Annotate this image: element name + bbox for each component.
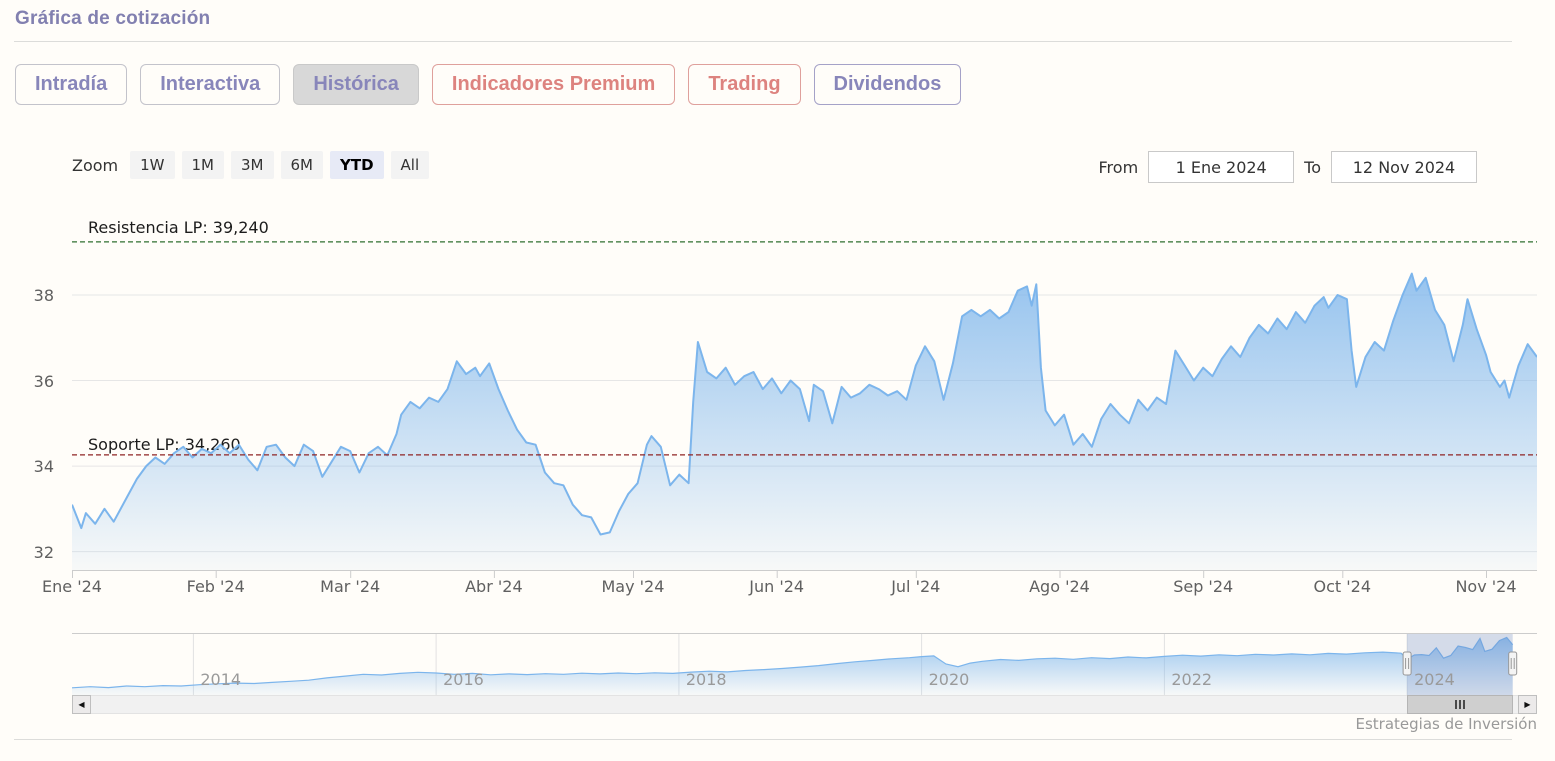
x-axis-label: Nov '24 — [1455, 577, 1517, 596]
scrollbar-track[interactable] — [72, 695, 1537, 714]
range-button-ytd[interactable]: YTD — [330, 151, 384, 179]
date-range-controls: From To — [1099, 151, 1477, 183]
scrollbar-right-arrow[interactable]: ▶ — [1518, 695, 1537, 714]
to-label: To — [1304, 157, 1321, 177]
navigator-year-label: 2014 — [200, 670, 242, 689]
navigator-year-label: 2024 — [1414, 670, 1455, 689]
navigator-chart[interactable] — [72, 633, 1537, 695]
zoom-range-buttons: 1W 1M 3M 6M YTD All — [130, 151, 436, 179]
x-axis-label: Sep '24 — [1173, 577, 1234, 596]
x-axis-label: Jul '24 — [891, 577, 941, 596]
title-divider — [14, 41, 1512, 42]
x-axis-label: Abr '24 — [465, 577, 523, 596]
x-axis-label: Jun '24 — [749, 577, 805, 596]
tab-trading[interactable]: Trading — [688, 64, 801, 105]
from-label: From — [1098, 157, 1139, 177]
x-axis-label: May '24 — [601, 577, 665, 596]
x-axis-label: Ago '24 — [1029, 577, 1090, 596]
branding-credit: Estrategias de Inversión — [1355, 715, 1538, 733]
range-button-3m[interactable]: 3M — [231, 151, 274, 179]
navigator-right-handle[interactable] — [1508, 651, 1518, 676]
navigator-year-label: 2016 — [443, 670, 484, 689]
range-button-6m[interactable]: 6M — [280, 151, 323, 179]
scrollbar-left-arrow[interactable]: ◀ — [72, 695, 91, 714]
x-axis-label: Oct '24 — [1313, 577, 1372, 596]
y-axis-label: 32 — [33, 542, 54, 562]
scrollbar-thumb[interactable] — [1407, 695, 1513, 714]
bottom-divider — [14, 739, 1512, 740]
price-area-chart[interactable] — [72, 200, 1537, 578]
chart-tabs: Intradía Interactiva Histórica Indicadores … — [15, 64, 962, 105]
resistance-label: Resistencia LP: 39,240 — [88, 218, 269, 237]
range-button-all[interactable]: All — [390, 151, 430, 179]
from-date-input[interactable] — [1148, 151, 1295, 183]
x-axis-label: Feb '24 — [186, 577, 245, 596]
y-axis-label: 34 — [33, 457, 54, 477]
zoom-label: Zoom — [72, 155, 119, 175]
tab-interactiva[interactable]: Interactiva — [140, 64, 281, 105]
range-button-1m[interactable]: 1M — [181, 151, 224, 179]
tab-indicadores-premium[interactable]: Indicadores Premium — [431, 64, 676, 105]
y-axis-label: 36 — [33, 371, 54, 391]
tab-intradia[interactable]: Intradía — [15, 64, 128, 105]
scrollbar-grip-icon — [1458, 700, 1461, 709]
x-axis-label: Ene '24 — [42, 577, 102, 596]
tab-dividendos[interactable]: Dividendos — [813, 64, 962, 105]
tab-historica[interactable]: Histórica — [293, 64, 419, 105]
range-button-1w[interactable]: 1W — [130, 151, 175, 179]
zoom-range-row: Zoom 1W 1M 3M 6M YTD All — [72, 151, 436, 179]
navigator-year-label: 2022 — [1171, 670, 1213, 689]
y-axis-label: 38 — [33, 285, 54, 305]
to-date-input[interactable] — [1331, 151, 1477, 183]
page-title: Gráfica de cotización — [15, 8, 211, 29]
navigator-year-label: 2018 — [685, 670, 727, 689]
navigator-left-handle[interactable] — [1402, 651, 1412, 676]
navigator-year-label: 2020 — [928, 670, 970, 689]
x-axis-label: Mar '24 — [320, 577, 381, 596]
